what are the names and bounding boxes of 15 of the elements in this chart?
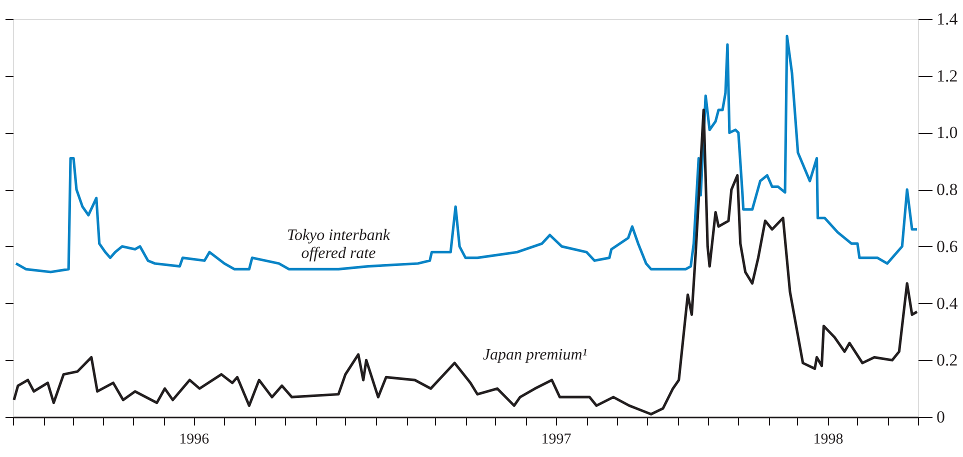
y-tick-label: 1.4 [936,10,958,28]
y-tick-label: 0.4 [936,294,958,313]
y-tick-label: 1.2 [936,66,958,86]
line-series [12,108,918,416]
x-tick-label: 1998 [813,432,844,448]
annotation: Tokyo interbank offered rate [287,227,391,262]
x-tick-label: 1996 [179,432,210,448]
y-tick-label: 0 [936,408,945,426]
line-series [14,34,918,274]
x-tick-label: 1997 [541,432,572,448]
y-tick-label: 0.8 [936,180,958,200]
annotation: Japan premium¹ [482,346,588,364]
y-tick-label: 1.0 [936,123,958,142]
y-tick-label: 0.6 [936,236,958,256]
y-tick-label: 0.2 [936,350,958,370]
